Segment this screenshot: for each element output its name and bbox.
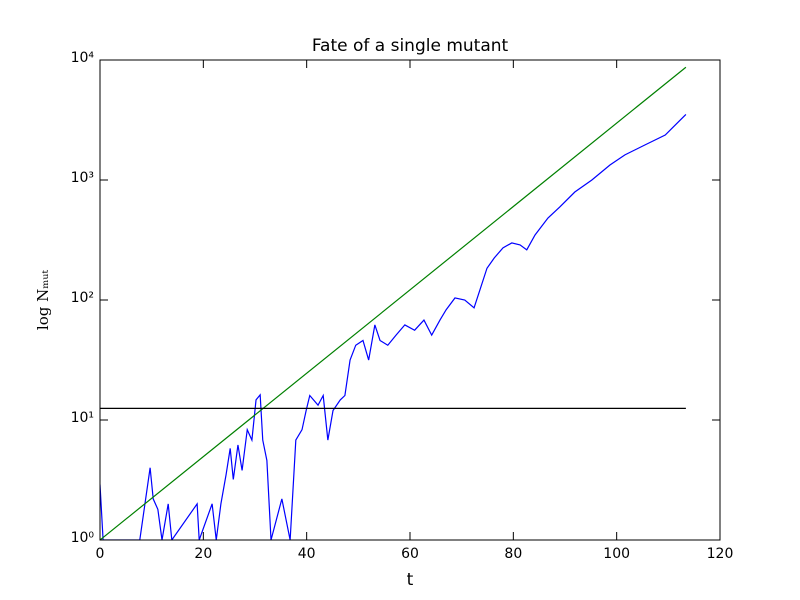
x-tick-label: 0 [96, 546, 105, 562]
y-tick-label: 10¹ [71, 410, 94, 426]
chart-title: Fate of a single mutant [312, 36, 509, 56]
x-tick-label: 60 [401, 546, 419, 562]
x-tick-label: 40 [298, 546, 316, 562]
y-tick-label: 10³ [71, 170, 94, 186]
x-tick-label: 120 [707, 546, 734, 562]
x-tick-label: 100 [603, 546, 630, 562]
x-axis-label: t [407, 570, 414, 590]
x-tick-label: 20 [194, 546, 212, 562]
x-tick-label: 80 [504, 546, 522, 562]
y-axis-label: log Nₘᵤₜ [34, 270, 52, 331]
series-line [100, 113, 687, 540]
series-line [100, 66, 687, 540]
y-tick-label: 10² [71, 290, 94, 306]
plot-area [100, 66, 687, 540]
y-tick-label: 10⁰ [71, 530, 95, 546]
y-tick-label: 10⁴ [71, 50, 95, 66]
